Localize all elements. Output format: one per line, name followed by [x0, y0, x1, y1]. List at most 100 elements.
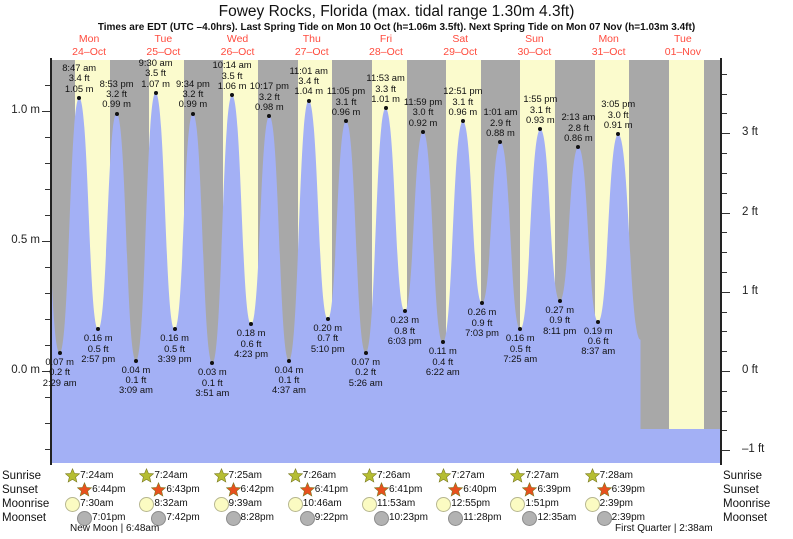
tide-label-line1: 0.27 m [545, 303, 575, 315]
tide-label-line2: 3.1 ft [335, 95, 357, 107]
tide-point-9 [230, 93, 235, 98]
moonrise-circle-icon [436, 497, 452, 512]
left-tick-1.0 [42, 111, 50, 112]
left-tick--0.1 [45, 397, 50, 398]
row-label-moonset-left: Moonset [2, 512, 47, 524]
tide-label-high-9: 10:14 am 3.5 ft 1.06 m [201, 59, 263, 92]
left-tick-0.9 [45, 137, 50, 138]
right-tick-0 [722, 371, 730, 372]
tide-label-line2: 0.9 ft [549, 314, 571, 326]
tide-label-low-18: 0.23 m 0.8 ft 6:03 pm [374, 314, 436, 346]
right-tick-0.5 [722, 331, 727, 332]
tide-label-line2: 3.4 ft [68, 72, 90, 84]
right-tick-3.75 [722, 74, 727, 75]
day-weekday: Mon [598, 33, 619, 45]
row-label-sunset-right: Sunset [723, 484, 759, 496]
left-tick-0.1 [45, 345, 50, 346]
tide-label-line2: 3.2 ft [182, 88, 204, 99]
tide-label-line2: 2.9 ft [490, 116, 511, 128]
tide-label-high-23: 1:01 am 2.9 ft 0.88 m [469, 106, 531, 138]
moonrise-time-6: 1:51pm [525, 498, 559, 509]
day-header-7: Mon 31–Oct [572, 33, 646, 58]
sunrise-time-6: 7:27am [525, 470, 559, 481]
tide-label-line1: 1:01 am [483, 106, 518, 118]
tide-label-line1: 0.19 m [583, 324, 613, 336]
tide-point-20 [440, 340, 445, 345]
tide-label-line3: 8:11 pm [543, 324, 577, 336]
sunset-time-1: 6:43pm [166, 484, 200, 495]
moonset-circle-icon [151, 511, 167, 526]
tide-label-line3: 3:09 am [119, 384, 153, 396]
tide-label-line3: 1.06 m [217, 80, 247, 92]
row-label-sunrise-left: Sunrise [2, 470, 41, 482]
moonset-circle-icon [596, 511, 612, 526]
tide-label-line1: 0.03 m [198, 366, 227, 378]
tide-label-line3: 0.93 m [526, 114, 555, 125]
tide-label-low-10: 0.18 m 0.6 ft 4:23 pm [220, 327, 282, 359]
day-header-6: Sun 30–Oct [497, 33, 571, 58]
sunrise-time-4: 7:26am [377, 470, 411, 481]
tide-label-line3: 0.99 m [178, 98, 208, 110]
tide-label-low-8: 0.03 m 0.1 ft 3:51 am [181, 366, 243, 398]
moonrise-time-1: 8:32am [154, 498, 188, 509]
tide-label-low-24: 0.16 m 0.5 ft 7:25 am [489, 332, 551, 365]
moonset-time-5: 11:28pm [463, 512, 502, 523]
sunrise-time-1: 7:24am [154, 470, 188, 481]
right-tick-1.25 [722, 272, 727, 273]
moonrise-time-4: 11:53am [377, 498, 416, 509]
tide-point-7 [190, 111, 195, 116]
right-axis-label-1: 2 ft [742, 205, 758, 218]
moonrise-time-7: 2:39pm [599, 498, 634, 509]
sunrise-time-0: 7:24am [80, 470, 114, 481]
right-axis-label-3: 0 ft [742, 364, 758, 376]
night-band-8 [645, 60, 669, 463]
tide-label-line1: 10:14 am [212, 59, 252, 71]
tide-label-line3: 6:03 pm [387, 335, 422, 346]
day-header-1: Tue 25–Oct [126, 33, 200, 58]
right-tick--0.5 [722, 411, 727, 412]
tide-label-line2: 0.2 ft [49, 366, 71, 378]
day-header-3: Thu 27–Oct [275, 33, 349, 58]
tide-label-line2: 3.1 ft [452, 95, 474, 107]
left-tick-0.0 [42, 371, 50, 372]
right-tick-2.5 [722, 173, 727, 174]
tide-label-line2: 0.6 ft [587, 335, 609, 346]
tide-label-line3: 4:23 pm [234, 348, 269, 359]
left-tick-0.8 [45, 163, 50, 164]
moonset-circle-icon [299, 511, 315, 526]
day-date: 01–Nov [664, 45, 701, 58]
sunset-time-5: 6:40pm [463, 484, 497, 495]
left-tick-0.4 [45, 267, 50, 268]
left-axis-label-1: 0.5 m [11, 234, 40, 246]
tide-label-line2: 0.1 ft [125, 374, 147, 385]
day-weekday: Mon [78, 33, 100, 45]
tide-label-low-14: 0.20 m 0.7 ft 5:10 pm [297, 322, 359, 354]
tide-label-line3: 1.07 m [141, 77, 170, 89]
moonrise-time-0: 7:30am [80, 498, 114, 509]
tide-label-line2: 0.1 ft [201, 376, 223, 388]
day-header-4: Fri 28–Oct [349, 33, 423, 58]
tide-label-line3: 7:25 am [503, 353, 538, 365]
tide-curve-fill [52, 92, 641, 430]
tide-label-line1: 0.11 m [428, 345, 457, 357]
tide-label-line2: 0.7 ft [317, 332, 339, 344]
tide-label-line2: 3.3 ft [375, 82, 397, 94]
tide-label-line1: 0.04 m [274, 363, 304, 375]
tide-label-line2: 0.5 ft [164, 342, 186, 354]
day-weekday: Sun [525, 33, 544, 45]
right-tick-0.75 [722, 312, 727, 313]
day-header-5: Sat 29–Oct [423, 33, 497, 58]
day-band-8 [668, 60, 704, 463]
right-tick-2 [722, 213, 730, 214]
day-date: 31–Oct [591, 45, 626, 58]
tide-label-line2: 0.8 ft [394, 324, 416, 336]
moonset-time-0: 7:01pm [92, 512, 126, 523]
tide-point-8 [210, 361, 215, 366]
tide-label-high-17: 11:53 am 3.3 ft 1.01 m [355, 72, 417, 104]
tide-label-high-7: 9:34 pm 3.2 ft 0.99 m [162, 78, 224, 110]
moonrise-time-2: 9:39am [228, 498, 262, 509]
tide-point-26 [557, 298, 562, 303]
tide-label-low-26: 0.27 m 0.9 ft 8:11 pm [529, 303, 591, 336]
tide-label-line3: 0.88 m [486, 127, 515, 138]
tide-point-4 [133, 358, 138, 363]
